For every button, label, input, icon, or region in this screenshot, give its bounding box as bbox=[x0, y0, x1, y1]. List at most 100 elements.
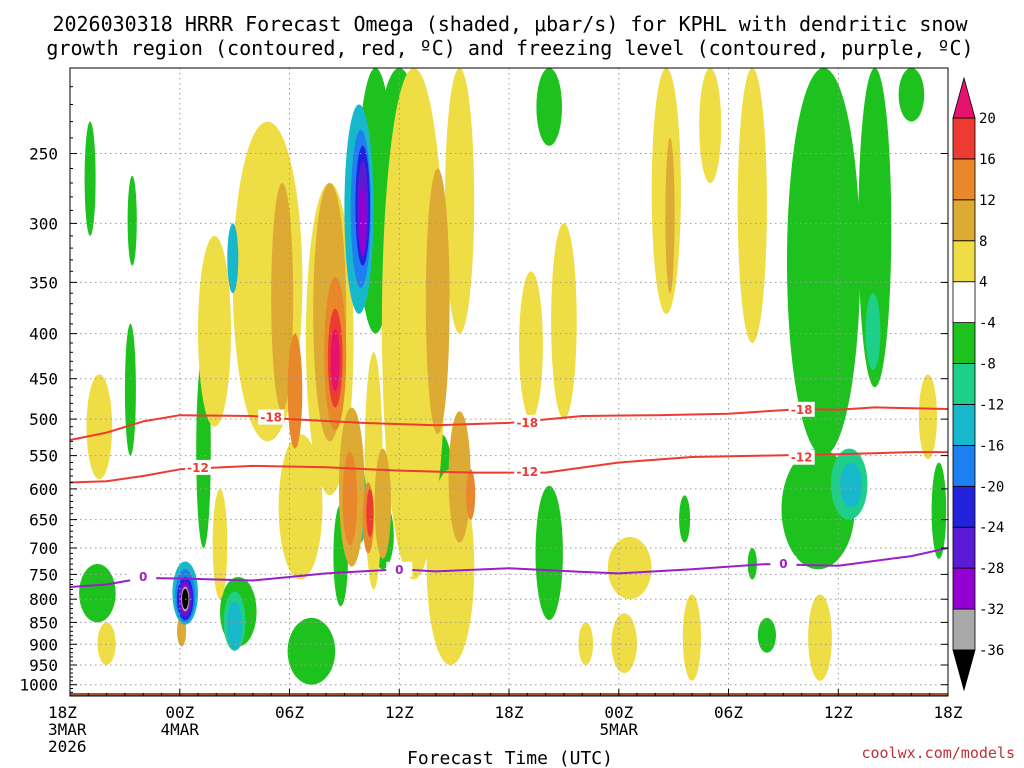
omega-shaded-region bbox=[665, 137, 675, 294]
y-tick-label: 350 bbox=[29, 273, 58, 292]
omega-shaded-region bbox=[611, 613, 637, 673]
omega-shaded-region bbox=[931, 462, 947, 559]
contour-label-dgz_minus18: -18 bbox=[260, 411, 282, 425]
colorbar-label: -4 bbox=[979, 316, 996, 332]
colorbar-swatch bbox=[952, 158, 976, 201]
y-tick-label: 600 bbox=[29, 480, 58, 499]
colorbar-label: 8 bbox=[979, 234, 987, 250]
x-tick-label: 18Z bbox=[934, 703, 963, 722]
y-tick-label: 700 bbox=[29, 539, 58, 558]
colorbar-swatch bbox=[952, 117, 976, 160]
colorbar-swatch bbox=[952, 404, 976, 446]
x-tick-label: 3MAR bbox=[48, 720, 87, 739]
omega-shaded-region bbox=[124, 323, 136, 456]
colorbar-label: -32 bbox=[979, 602, 1004, 618]
x-tick-label: 12Z bbox=[824, 703, 853, 722]
x-tick-label: 00Z bbox=[165, 703, 194, 722]
y-tick-label: 950 bbox=[29, 656, 58, 675]
x-tick-label: 12Z bbox=[385, 703, 414, 722]
colorbar-high-arrow bbox=[952, 76, 976, 119]
omega-shaded-region bbox=[287, 617, 336, 685]
contour-label-freezing_level: 0 bbox=[395, 563, 403, 577]
omega-shaded-region bbox=[682, 594, 702, 681]
x-tick-label: 4MAR bbox=[161, 720, 200, 739]
y-tick-label: 500 bbox=[29, 410, 58, 429]
colorbar-swatch bbox=[952, 281, 976, 324]
omega-shaded-region bbox=[757, 617, 777, 653]
omega-shaded-region bbox=[359, 186, 367, 257]
watermark: coolwx.com/models bbox=[861, 744, 1015, 762]
colorbar-label: 20 bbox=[979, 111, 996, 127]
y-tick-label: 800 bbox=[29, 590, 58, 609]
x-tick-label: 2026 bbox=[48, 737, 87, 756]
x-tick-label: 18Z bbox=[495, 703, 524, 722]
x-axis-title: Forecast Time (UTC) bbox=[407, 748, 613, 768]
plot-area: -18 -18 -18 -12 -12 -12 0 0 0 bbox=[70, 68, 948, 696]
omega-shaded-region bbox=[212, 488, 228, 600]
contour-label-dgz_minus18: -18 bbox=[516, 416, 538, 430]
contour-layer: -18 -18 -18 -12 -12 -12 0 0 0 bbox=[70, 401, 948, 588]
colorbar-label: -8 bbox=[979, 357, 996, 373]
contour-label-background bbox=[770, 556, 797, 572]
contour-label-background bbox=[514, 464, 541, 479]
omega-shaded-region bbox=[342, 452, 358, 546]
omega-shaded-layer bbox=[79, 68, 947, 685]
y-tick-label: 400 bbox=[29, 325, 58, 344]
colorbar-label: -28 bbox=[979, 561, 1004, 577]
omega-shaded-region bbox=[747, 548, 757, 580]
contour-label-dgz_minus12: -12 bbox=[516, 465, 538, 479]
omega-shaded-region bbox=[858, 68, 892, 388]
omega-shaded-region bbox=[865, 293, 881, 371]
colorbar-label: 16 bbox=[979, 152, 996, 168]
omega-shaded-region bbox=[535, 485, 563, 621]
colorbar-label: -12 bbox=[979, 398, 1004, 414]
omega-shaded-region bbox=[578, 622, 594, 665]
y-axis: 250 300 350 400 450 500 550 600 650 700 750 800 850 9… bbox=[19, 86, 948, 697]
colorbar-label: -16 bbox=[979, 438, 1004, 454]
y-tick-label: 250 bbox=[29, 145, 58, 164]
colorbar-label: 12 bbox=[979, 193, 996, 209]
colorbar-swatch bbox=[952, 240, 976, 283]
omega-shaded-region bbox=[127, 175, 137, 266]
omega-shaded-region bbox=[445, 68, 475, 334]
omega-shaded-region bbox=[840, 462, 863, 508]
colorbar-swatch bbox=[952, 567, 976, 610]
x-tick-label: 5MAR bbox=[600, 720, 639, 739]
colorbar-swatch bbox=[952, 526, 976, 569]
colorbar-low-arrow bbox=[952, 649, 976, 692]
x-tick-label: 00Z bbox=[604, 703, 633, 722]
omega-shaded-region bbox=[366, 488, 374, 537]
contour-label-dgz_minus12: -12 bbox=[791, 451, 813, 465]
omega-shaded-region bbox=[898, 68, 925, 122]
contour-label-background bbox=[185, 459, 211, 475]
omega-shaded-region bbox=[97, 622, 116, 665]
x-tick-label: 18Z bbox=[48, 703, 77, 722]
colorbar-swatch bbox=[952, 485, 976, 528]
y-tick-label: 300 bbox=[29, 214, 58, 233]
omega-shaded-region bbox=[466, 469, 476, 520]
omega-shaded-region bbox=[330, 328, 340, 392]
omega-shaded-region bbox=[227, 601, 242, 651]
omega-shaded-region bbox=[519, 271, 543, 420]
omega-shaded-region bbox=[227, 223, 239, 294]
y-tick-label: 550 bbox=[29, 447, 58, 466]
x-tick-label: 06Z bbox=[714, 703, 743, 722]
contour-label-background bbox=[130, 569, 157, 584]
omega-shaded-region bbox=[287, 333, 303, 449]
omega-shaded-region bbox=[699, 68, 722, 183]
contour-label-background bbox=[514, 414, 541, 430]
colorbar-swatch bbox=[952, 199, 976, 242]
contour-label-background bbox=[386, 561, 413, 577]
y-tick-label: 1000 bbox=[19, 676, 58, 695]
omega-shaded-region bbox=[381, 68, 446, 580]
omega-shaded-region bbox=[425, 168, 450, 435]
omega-shaded-region bbox=[787, 68, 861, 456]
y-tick-label: 650 bbox=[29, 511, 58, 530]
omega-shaded-region bbox=[551, 223, 577, 420]
colorbar-swatch bbox=[952, 322, 976, 364]
y-tick-label: 750 bbox=[29, 565, 58, 584]
omega-shaded-region bbox=[737, 68, 767, 343]
